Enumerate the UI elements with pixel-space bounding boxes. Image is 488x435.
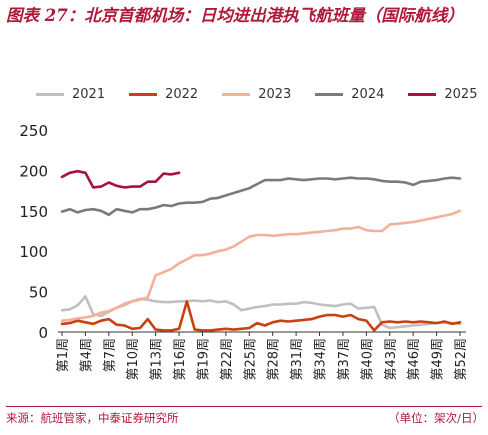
x-tick-label: 第43周: [384, 338, 399, 381]
y-tick-label: 0: [38, 324, 48, 342]
series-line-2025: [60, 169, 181, 189]
legend-label-2021: 2021: [72, 86, 106, 102]
legend-label-2025: 2025: [444, 86, 478, 102]
x-tick-label: 第28周: [267, 338, 282, 381]
legend-item-2024: 2024: [315, 84, 384, 104]
x-tick-label: 第37周: [337, 338, 352, 381]
y-tick-label: 200: [19, 162, 48, 180]
legend-swatch-2023: [222, 92, 251, 96]
x-tick-label: 第13周: [150, 338, 165, 381]
legend-item-2022: 2022: [129, 84, 198, 104]
series-line-2023: [60, 209, 462, 322]
x-tick-label: 第7周: [103, 338, 118, 372]
legend-swatch-2024: [315, 92, 344, 96]
source-note: 来源：航班管家，中泰证券研究所: [6, 411, 179, 425]
x-tick-label: 第19周: [196, 338, 211, 381]
legend-swatch-2025: [408, 92, 437, 96]
legend-swatch-2022: [129, 92, 158, 96]
legend-swatch-2021: [36, 92, 64, 96]
x-tick-label: 第25周: [243, 338, 258, 381]
chart-legend: 2021 2022 2023 2024 2025: [36, 84, 488, 104]
legend-label-2023: 2023: [258, 86, 292, 102]
legend-item-2023: 2023: [222, 84, 291, 104]
legend-label-2022: 2022: [165, 86, 199, 102]
legend-item-2025: 2025: [408, 84, 477, 104]
x-tick-label: 第52周: [454, 338, 469, 381]
chart-title: 图表 27：北京首都机场：日均进出港执飞航班量（国际航线）: [6, 6, 464, 25]
line-chart: 0 50 100 150 200 250 第1周 第4周 第7周 第10周 第13周 第16周 第19周…: [19, 122, 469, 381]
series-line-2024: [60, 176, 462, 217]
x-tick-label: 第1周: [56, 338, 71, 372]
x-tick-label: 第31周: [290, 338, 305, 381]
x-tick-label: 第49周: [431, 338, 446, 381]
y-tick-label: 100: [19, 243, 48, 261]
y-tick-label: 150: [19, 203, 48, 221]
unit-note: （单位：架次/日）: [388, 411, 484, 425]
x-tick-label: 第40周: [360, 338, 375, 381]
x-tick-label: 第22周: [220, 338, 235, 381]
x-tick-label: 第4周: [79, 338, 94, 372]
x-tick-label: 第46周: [407, 338, 422, 381]
legend-label-2024: 2024: [351, 86, 385, 102]
y-tick-label: 250: [19, 122, 48, 140]
x-tick-label: 第10周: [126, 338, 141, 381]
x-tick-label: 第16周: [173, 338, 188, 381]
y-tick-label: 50: [29, 284, 48, 302]
x-tick-label: 第34周: [314, 338, 329, 381]
footer-rule: [6, 406, 482, 407]
legend-item-2021: 2021: [36, 84, 105, 104]
series-line-2022: [60, 300, 462, 332]
